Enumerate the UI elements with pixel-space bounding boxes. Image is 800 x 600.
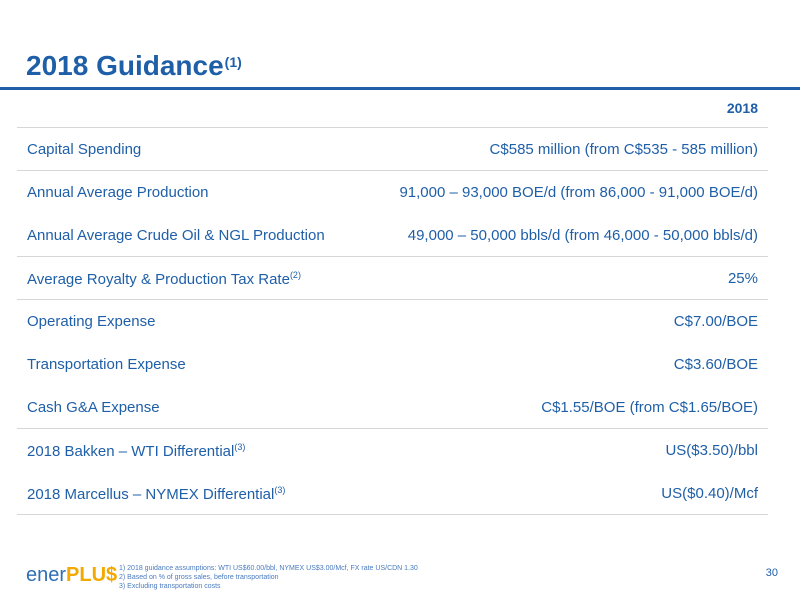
table-header-row: 2018 — [17, 90, 768, 128]
table-row: Cash G&A Expense C$1.55/BOE (from C$1.65… — [17, 386, 768, 429]
title-divider — [0, 87, 800, 90]
row-label: Transportation Expense — [27, 356, 186, 373]
footnote-ref: (3) — [274, 485, 286, 495]
row-label: Capital Spending — [27, 141, 141, 158]
row-value: 49,000 – 50,000 bbls/d (from 46,000 - 50… — [407, 227, 758, 244]
logo-text-accent: PLU$ — [66, 564, 118, 586]
row-label-text: 2018 Marcellus – NYMEX Differential — [27, 486, 275, 503]
row-label-text: Annual Average Crude Oil & NGL Productio… — [27, 227, 325, 244]
footnote-ref: (3) — [234, 442, 246, 452]
row-label-text: Capital Spending — [27, 141, 142, 158]
row-value: US($3.50)/bbl — [665, 442, 758, 459]
page-title-footnote-ref: (1) — [224, 54, 242, 70]
column-header-2018: 2018 — [726, 100, 758, 116]
guidance-table: 2018 Capital Spending C$585 million (fro… — [17, 90, 768, 515]
table-row: Average Royalty & Production Tax Rate(2)… — [17, 257, 768, 300]
row-value: C$1.55/BOE (from C$1.65/BOE) — [541, 399, 758, 416]
footnote-1: 1) 2018 guidance assumptions: WTI US$60.… — [119, 565, 418, 572]
footnotes: 1) 2018 guidance assumptions: WTI US$60.… — [119, 564, 418, 591]
row-label: 2018 Bakken – WTI Differential(3) — [27, 442, 245, 460]
row-value: C$3.60/BOE — [673, 356, 758, 373]
table-row: Annual Average Crude Oil & NGL Productio… — [17, 214, 768, 257]
row-label: Cash G&A Expense — [27, 399, 160, 416]
page-title: 2018 Guidance(1) — [26, 50, 242, 82]
table-row: 2018 Bakken – WTI Differential(3) US($3.… — [17, 429, 768, 472]
row-label-text: Operating Expense — [27, 313, 156, 330]
footnote-ref: (2) — [289, 270, 301, 280]
row-label-text: Transportation Expense — [27, 356, 186, 373]
enerplus-logo: enerPLU$ — [26, 565, 117, 585]
row-value: 25% — [727, 270, 758, 287]
footnote-2: 2) Based on % of gross sales, before tra… — [119, 574, 279, 581]
table-row: Annual Average Production 91,000 – 93,00… — [17, 171, 768, 214]
logo-text-main: ener — [26, 564, 67, 586]
row-label-text: Annual Average Production — [27, 184, 209, 201]
row-value: C$7.00/BOE — [673, 313, 758, 330]
row-label: Average Royalty & Production Tax Rate(2) — [27, 270, 301, 288]
row-label: Annual Average Production — [27, 184, 209, 201]
row-value: 91,000 – 93,000 BOE/d (from 86,000 - 91,… — [399, 184, 758, 201]
row-label: Annual Average Crude Oil & NGL Productio… — [27, 227, 325, 244]
page-number: 30 — [765, 567, 778, 579]
footnote-3: 3) Excluding transportation costs — [119, 583, 221, 590]
row-label: Operating Expense — [27, 313, 155, 330]
row-label-text: Average Royalty & Production Tax Rate — [27, 271, 290, 288]
table-row: Capital Spending C$585 million (from C$5… — [17, 128, 768, 171]
page-title-text: 2018 Guidance — [26, 50, 224, 81]
row-label-text: Cash G&A Expense — [27, 399, 160, 416]
row-label: 2018 Marcellus – NYMEX Differential(3) — [27, 485, 285, 503]
table-row: Operating Expense C$7.00/BOE — [17, 300, 768, 343]
row-value: US($0.40)/Mcf — [661, 485, 758, 502]
row-value: C$585 million (from C$535 - 585 million) — [489, 141, 758, 158]
table-row: Transportation Expense C$3.60/BOE — [17, 343, 768, 386]
table-row: 2018 Marcellus – NYMEX Differential(3) U… — [17, 472, 768, 515]
row-label-text: 2018 Bakken – WTI Differential — [27, 443, 235, 460]
